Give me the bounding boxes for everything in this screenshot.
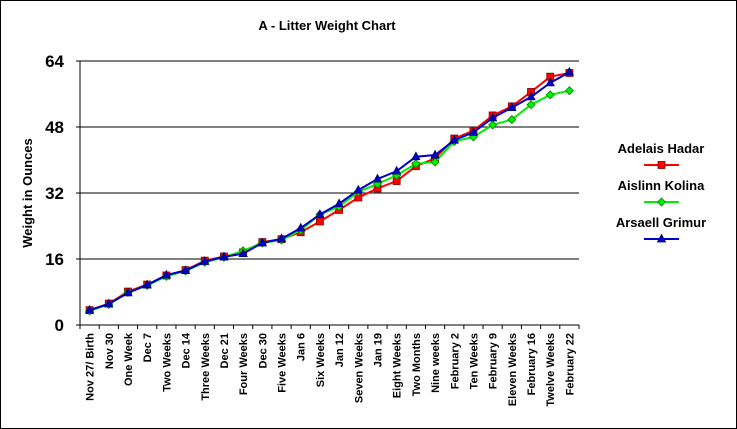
x-tick-label: Nov 27/ Birth [85, 333, 97, 401]
x-tick-label: February 9 [488, 333, 500, 389]
series-2-point [142, 279, 152, 289]
series-2-point [180, 265, 191, 274]
series-1-point [545, 90, 555, 100]
x-tick-label: Dec 7 [142, 333, 154, 362]
x-tick-label: Dec 14 [181, 332, 193, 368]
x-tick-label: Two Months [411, 333, 423, 396]
y-tick-labels: 0 16 32 48 64 [45, 52, 64, 335]
legend-marker-0 [657, 161, 666, 169]
x-tick-label: Nine weeks [430, 333, 442, 393]
y-axis-label: Weight in Ounces [20, 138, 35, 248]
gridlines [80, 60, 579, 260]
axes [76, 60, 580, 329]
x-tick-label: February 22 [564, 333, 576, 395]
series-2-point [257, 237, 267, 247]
x-tick-label: Twelve Weeks [545, 333, 557, 407]
x-tick-label: February 2 [449, 333, 461, 389]
series-2-point [449, 134, 459, 144]
x-tick-label: Nov 30 [104, 333, 116, 369]
series-2-point [564, 66, 575, 76]
x-tick-label: Five Weeks [277, 333, 289, 393]
legend-label-0: Adelais Hadar [618, 141, 705, 156]
series-2-point [392, 165, 402, 175]
series-line-2 [89, 71, 570, 312]
series-1-point [526, 100, 536, 110]
x-tick-label: Eleven Weeks [507, 333, 519, 406]
series-2-point [487, 112, 498, 122]
series-2-point [238, 248, 248, 258]
series-1-point [507, 115, 517, 125]
series-2-point [276, 233, 287, 243]
legend-marker-1 [656, 197, 667, 207]
x-tick-label: February 16 [526, 333, 538, 395]
series-2-point [296, 222, 306, 232]
x-tick-label: Dec 30 [257, 333, 269, 368]
x-tick-label: Eight Weeks [392, 333, 404, 398]
y-tick-label-0: 0 [55, 316, 64, 335]
x-tick-label: Two Weeks [161, 333, 173, 392]
series-1-point [488, 120, 498, 130]
chart-title: A - Litter Weight Chart [258, 18, 396, 33]
series-2-point [219, 251, 229, 261]
x-tick-label: Six Weeks [315, 333, 327, 387]
series-2-point [161, 269, 172, 279]
x-tick-label: Dec 21 [219, 333, 231, 368]
x-tick-label: Four Weeks [238, 333, 250, 395]
series-2-point [411, 151, 421, 161]
legend-marker-2 [656, 233, 667, 243]
x-tick-label: Ten Weeks [468, 333, 480, 389]
x-tick-label: Jan 6 [296, 333, 308, 361]
series-1-point [430, 157, 440, 167]
series-2-point [526, 91, 536, 101]
y-tick-label-64: 64 [45, 52, 64, 71]
series-line-0 [89, 71, 570, 312]
y-tick-label-16: 16 [45, 250, 64, 269]
series-2-point [123, 287, 133, 297]
x-tick-label: Seven Weeks [353, 333, 365, 403]
series-lines [84, 66, 575, 316]
series-2-point [353, 184, 363, 194]
legend-label-2: Arsaell Grimur [616, 215, 706, 230]
series-1-point [411, 159, 421, 169]
x-tick-label: Jan 19 [372, 333, 384, 367]
series-2-point [507, 102, 517, 112]
series-1-point [564, 86, 574, 96]
legend: Adelais Hadar Aislinn Kolina Arsaell Grimu… [616, 141, 706, 243]
series-2-point [545, 77, 555, 87]
series-2-point [334, 198, 344, 208]
y-tick-label-32: 32 [45, 184, 64, 203]
y-tick-label-48: 48 [45, 118, 64, 137]
series-2-point [430, 149, 440, 159]
series-2-point [104, 298, 114, 308]
series-2-point [315, 209, 325, 218]
series-2-point [84, 304, 95, 314]
series-2-point [200, 256, 210, 265]
x-tick-label: One Week [123, 332, 135, 386]
series-2-point [372, 173, 383, 183]
x-tick-label: Jan 12 [334, 333, 346, 367]
series-2-point [468, 127, 479, 136]
legend-label-1: Aislinn Kolina [618, 178, 705, 193]
x-tick-labels: Nov 27/ Birth Nov 30 One Week Dec 7 Two Week… [85, 332, 577, 406]
x-tick-label: Three Weeks [200, 333, 212, 401]
